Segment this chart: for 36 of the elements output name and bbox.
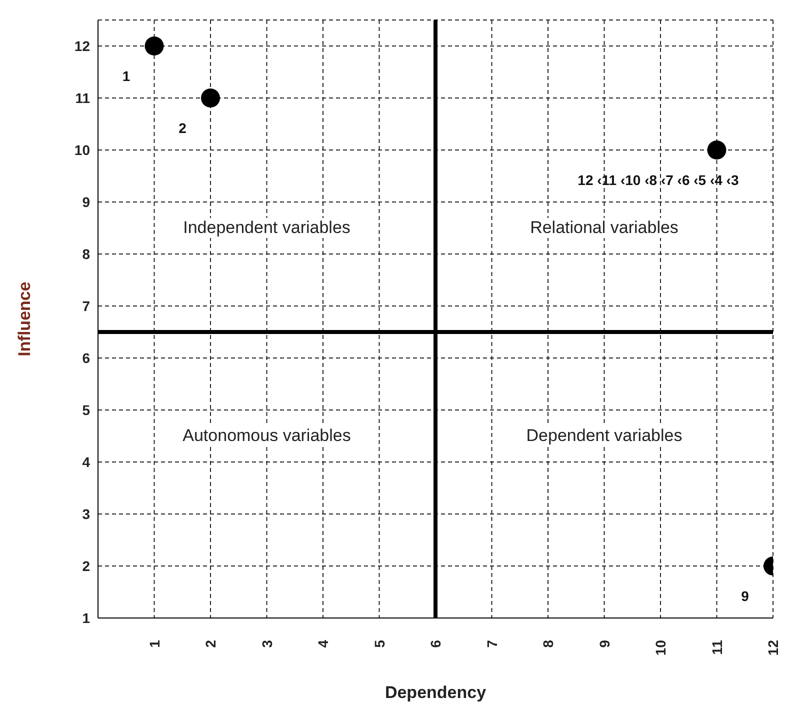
y-tick-label: 7 — [82, 298, 90, 314]
annotation: 12 ‹11 ‹10 ‹8 ‹7 ‹6 ‹5 ‹4 ‹3 — [578, 172, 739, 188]
y-tick-label: 5 — [82, 402, 90, 418]
x-tick-label: 9 — [596, 640, 612, 648]
x-axis-title: Dependency — [384, 683, 487, 702]
y-tick-label: 9 — [82, 194, 90, 210]
x-tick-label: 11 — [708, 640, 725, 655]
x-tick-label: 6 — [428, 640, 444, 648]
point — [144, 36, 164, 56]
y-tick-label: 3 — [82, 506, 90, 522]
x-tick-label: 10 — [652, 640, 668, 656]
point — [201, 88, 220, 108]
y-tick-label: 8 — [82, 246, 90, 262]
annotation: Relational variables — [528, 218, 680, 238]
annotation: Autonomous variables — [180, 426, 353, 446]
x-tick-label: 1 — [146, 640, 162, 648]
annotation: 1 — [122, 68, 130, 84]
y-tick-label: 12 — [74, 38, 90, 54]
y-tick-label: 4 — [82, 454, 90, 470]
y-tick-label: 6 — [82, 350, 90, 366]
x-tick-label: 7 — [484, 640, 500, 648]
annotation: Independent variables — [181, 218, 352, 238]
x-tick-label: 2 — [202, 640, 218, 648]
annotation: 2 — [178, 120, 186, 136]
y-tick-label: 10 — [74, 142, 90, 158]
annotation: 9 — [741, 588, 749, 604]
y-tick-label: 1 — [82, 610, 90, 626]
x-tick-label: 4 — [315, 640, 331, 648]
y-tick-label: 11 — [75, 90, 90, 106]
y-tick-label: 2 — [82, 558, 90, 574]
x-tick-label: 3 — [258, 640, 275, 648]
x-tick-label: 8 — [540, 640, 556, 648]
x-tick-label: 5 — [371, 640, 388, 648]
x-tick-label: 12 — [765, 640, 781, 656]
annotation: Dependent variables — [524, 426, 684, 446]
y-axis-title: Influence — [15, 282, 34, 356]
